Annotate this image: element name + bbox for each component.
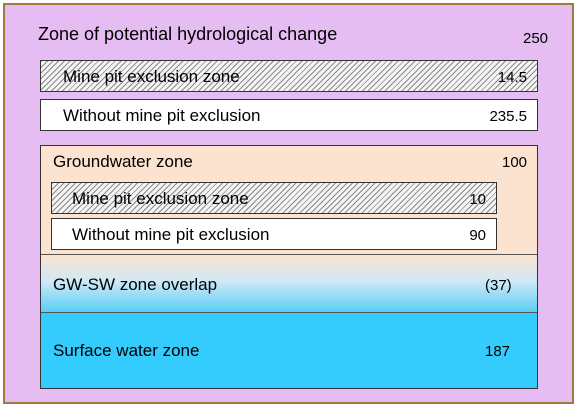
potential-without-mine-pit-label: Without mine pit exclusion [63,106,261,125]
groundwater-mine-pit-value: 10 [469,191,486,208]
surface-water-zone-label: Surface water zone [53,341,200,360]
zone-stack: Groundwater zone 100 Mine pit exclusion … [40,145,538,389]
groundwater-zone-title: Groundwater zone [53,152,193,171]
potential-mine-pit-label: Mine pit exclusion zone [63,67,240,86]
potential-without-mine-pit-value: 235.5 [489,108,527,125]
groundwater-without-mine-pit-box: Without mine pit exclusion 90 [51,218,497,250]
potential-without-mine-pit-box: Without mine pit exclusion 235.5 [40,99,538,131]
gw-sw-overlap-zone: GW-SW zone overlap (37) [41,254,537,313]
groundwater-without-mine-pit-label: Without mine pit exclusion [72,225,270,244]
potential-mine-pit-exclusion-box: Mine pit exclusion zone 14.5 [40,60,538,92]
potential-zone-value: 250 [523,30,549,47]
surface-water-zone: Surface water zone 187 [41,312,537,388]
surface-water-zone-value: 187 [485,343,511,360]
overlap-zone-label: GW-SW zone overlap [53,275,218,294]
groundwater-zone: Groundwater zone 100 Mine pit exclusion … [41,146,537,254]
potential-zone-title: Zone of potential hydrological change [38,24,338,44]
overlap-zone-value: (37) [485,277,512,294]
groundwater-zone-value: 100 [502,154,528,171]
groundwater-without-mine-pit-value: 90 [469,227,486,244]
zone-of-potential-hydrological-change: Zone of potential hydrological change 25… [3,3,574,404]
groundwater-mine-pit-label: Mine pit exclusion zone [72,189,249,208]
groundwater-mine-pit-exclusion-box: Mine pit exclusion zone 10 [51,182,497,214]
potential-mine-pit-value: 14.5 [497,69,527,86]
